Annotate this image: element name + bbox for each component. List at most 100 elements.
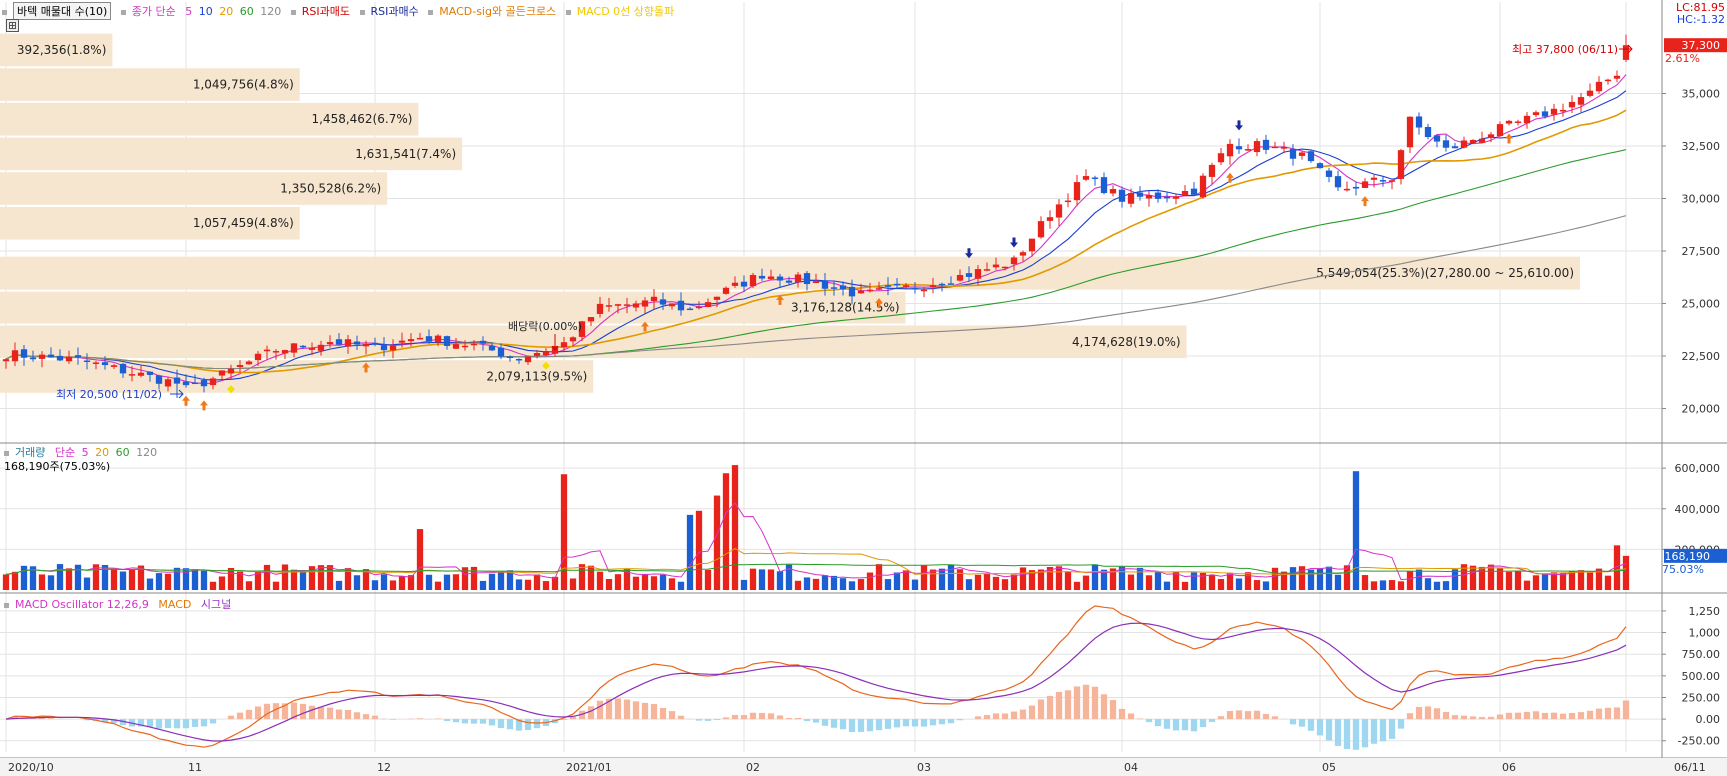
volume-bar: [911, 579, 919, 590]
macd-osc-bar: [731, 714, 739, 720]
volume-bar: [1046, 567, 1054, 590]
volume-bar: [227, 567, 235, 590]
grid-toggle-icon[interactable]: [6, 19, 19, 32]
volume-bar: [569, 578, 577, 590]
macd-osc-bar: [1217, 716, 1225, 720]
macd-tick-label: 250.00: [1682, 691, 1721, 704]
candle-body: [1433, 135, 1441, 142]
candle-body: [1181, 190, 1189, 196]
macd-osc-bar: [938, 719, 946, 725]
macd-osc-bar: [290, 702, 298, 720]
volume-bar: [1550, 572, 1558, 590]
macd-osc-bar: [1370, 719, 1378, 744]
candle-body: [344, 339, 352, 347]
candle-body: [488, 345, 496, 351]
volume-ma-120: 120: [136, 446, 158, 459]
macd-osc-bar: [299, 703, 307, 720]
candle-body: [1604, 79, 1612, 82]
macd-osc-bar: [623, 699, 631, 720]
macd-osc-bar: [515, 719, 523, 731]
macd-osc-bar: [1613, 707, 1621, 720]
volume-bar: [812, 578, 820, 590]
signal-label: 시그널: [200, 598, 232, 611]
macd-zero-label[interactable]: MACD 0선 상향돌파: [576, 5, 675, 18]
volume-profile-label: 2,079,113(9.5%): [486, 369, 587, 383]
macd-osc-bar: [1334, 719, 1342, 746]
volume-label[interactable]: 거래량: [15, 446, 46, 459]
candle-body: [1595, 81, 1603, 92]
volume-bar: [74, 564, 82, 590]
candle-body: [983, 269, 991, 271]
ma-label[interactable]: 종가 단순: [131, 5, 176, 18]
macd-osc-bar: [1622, 700, 1630, 720]
volume-bar: [947, 564, 955, 590]
macd-osc-bar: [749, 712, 757, 720]
volume-bar: [1514, 570, 1522, 590]
macd-osc-bar: [1073, 686, 1081, 720]
candle-body: [1118, 189, 1126, 202]
candle-body: [740, 281, 748, 287]
volume-bar: [110, 568, 118, 590]
macd-osc-bar: [1262, 714, 1270, 720]
time-tick-label: 12: [377, 761, 391, 774]
price-tick-label: 35,000: [1682, 88, 1721, 101]
volume-bar: [515, 579, 523, 590]
volume-bar: [83, 577, 91, 590]
rsi-sell-label[interactable]: RSI과매도: [301, 5, 351, 18]
macd-osc-bar: [866, 719, 874, 732]
volume-bar: [101, 564, 109, 590]
volume-bar: [1199, 572, 1207, 590]
volume-bar: [362, 569, 370, 590]
volume-profile-label: 1,631,541(7.4%): [355, 147, 456, 161]
time-tick-label: 06/11: [1674, 761, 1706, 774]
volume-bar: [1505, 571, 1513, 590]
candle-body: [146, 371, 154, 375]
volume-bar: [1325, 566, 1333, 590]
volume-bar: [1568, 571, 1576, 590]
volume-ma-60: 60: [115, 446, 130, 459]
candle-body: [308, 347, 316, 350]
macd-osc-bar: [1451, 715, 1459, 720]
volume-bar: [173, 567, 181, 590]
candle-body: [722, 287, 730, 294]
volume-profile-title[interactable]: 바텍 매물대 수(10): [13, 2, 112, 20]
legend-marker-icon: [2, 9, 7, 15]
annotations: 최고 37,800 (06/11) 최저 20,500 (11/02) 배당락(0.…: [56, 38, 1727, 576]
macd-osc-bar: [920, 719, 928, 727]
macd-osc-bar: [173, 719, 181, 729]
macd-osc-label[interactable]: MACD Oscillator 12,26,9: [15, 598, 149, 611]
macd-line: [5, 605, 1627, 748]
candle-body: [965, 273, 973, 277]
volume-profile-label: 1,049,756(4.8%): [193, 78, 294, 92]
macd-osc-bar: [1559, 713, 1567, 720]
volume-bar: [1154, 572, 1162, 590]
macd-osc-bar: [632, 701, 640, 720]
macd-sig-label[interactable]: MACD-sig와 골든크로스: [439, 5, 557, 18]
macd-osc-bar: [1046, 695, 1054, 720]
macd-osc-bar: [794, 717, 802, 720]
volume-bar: [659, 574, 667, 590]
time-tick-label: 2020/10: [8, 761, 54, 774]
candle-body: [1091, 177, 1099, 180]
macd-osc-bar: [353, 712, 361, 720]
macd-osc-bar: [488, 719, 496, 726]
low-arrow-icon: [170, 389, 184, 399]
macd-osc-bar: [263, 703, 271, 720]
candle-body: [407, 339, 415, 342]
candle-body: [281, 350, 289, 354]
macd-osc-bar: [29, 718, 37, 720]
candle-body: [290, 343, 298, 353]
macd-osc-bar: [1388, 719, 1396, 739]
volume-bar: [1604, 575, 1612, 590]
volume-bar: [1208, 574, 1216, 590]
volume-tick-label: 400,000: [1675, 503, 1721, 516]
candle-body: [1496, 124, 1504, 137]
rsi-buy-label[interactable]: RSI과매수: [370, 5, 419, 18]
volume-bar: [794, 580, 802, 590]
volume-bar: [1181, 581, 1189, 590]
macd-osc-bar: [1442, 711, 1450, 720]
candle-body: [857, 290, 865, 294]
candle-body: [38, 354, 46, 359]
dividend-arrow-icon: [551, 334, 559, 351]
